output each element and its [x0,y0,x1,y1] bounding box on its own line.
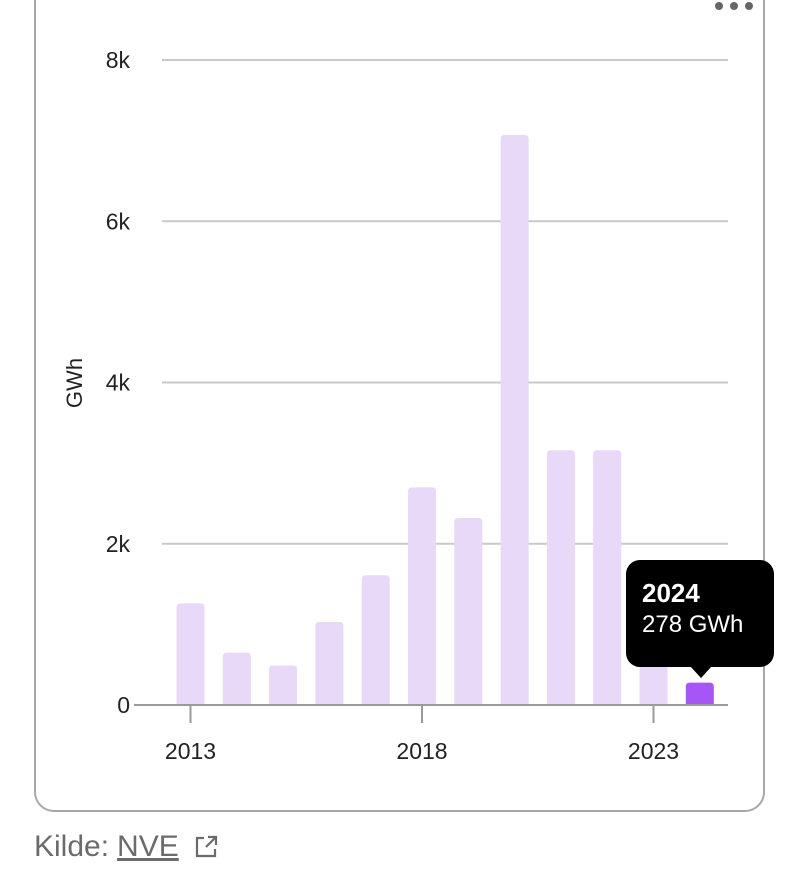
dot [715,2,723,10]
external-link-icon[interactable] [193,834,219,860]
x-tick-label: 2013 [165,738,216,764]
y-axis-title: GWh [62,358,87,408]
bar [269,665,298,705]
source-line: Kilde: NVE [34,830,219,864]
bar [408,487,436,705]
y-tick-label: 0 [117,692,130,718]
source-prefix: Kilde: [34,830,110,863]
chart-tooltip: 2024 278 GWh [626,560,774,678]
y-tick-label: 4k [106,370,131,396]
tooltip-title: 2024 [642,578,700,608]
y-tick-label: 2k [106,531,131,557]
bar [685,682,714,705]
tooltip-value: 278 GWh [642,611,744,638]
x-tick-label: 2023 [628,738,679,764]
tooltip-arrow [690,666,712,678]
bar [454,517,483,705]
x-tick-label: 2018 [396,738,447,764]
dot [730,2,738,10]
bar [361,575,390,705]
source-link[interactable]: NVE [117,830,179,863]
dot [745,2,753,10]
y-tick-label: 6k [106,208,131,234]
bar [315,621,344,705]
bar [593,450,622,705]
y-tick-label: 8k [106,47,131,73]
bar [222,652,251,705]
bar [546,450,575,705]
bar [500,134,529,705]
more-options-icon[interactable] [706,0,762,20]
bar [176,603,205,705]
